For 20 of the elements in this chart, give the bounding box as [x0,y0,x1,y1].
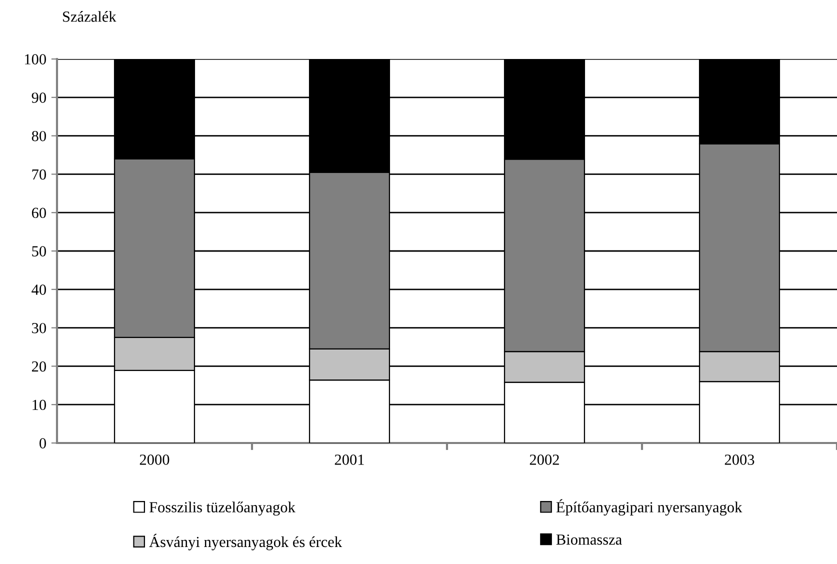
y-tick-label: 40 [32,284,46,295]
legend-label: Biomassza [556,534,622,545]
legend-label: Fosszilis tüzelőanyagok [149,502,296,516]
legend-label: Ásványi nyersanyagok és ércek [149,534,342,550]
y-tick-label: 20 [32,361,46,372]
x-tick-label: 2001 [334,454,364,465]
x-tick-label: 2000 [140,454,170,465]
y-tick-label: 70 [32,169,46,180]
y-tick-label: 50 [32,246,46,256]
legend-label: Építőanyagipari nyersanyagok [556,499,742,516]
y-axis-title: Százalék [63,11,116,22]
y-tick-label: 10 [32,400,46,410]
x-tick-label: 2002 [530,454,559,465]
y-tick-label: 100 [25,54,46,64]
y-tick-label: 80 [32,130,46,142]
y-tick-label: 0 [40,438,46,448]
y-tick-label: 60 [32,208,46,218]
x-tick-label: 2003 [724,454,754,465]
y-tick-label: 30 [32,322,46,334]
y-tick-label: 90 [32,92,46,103]
